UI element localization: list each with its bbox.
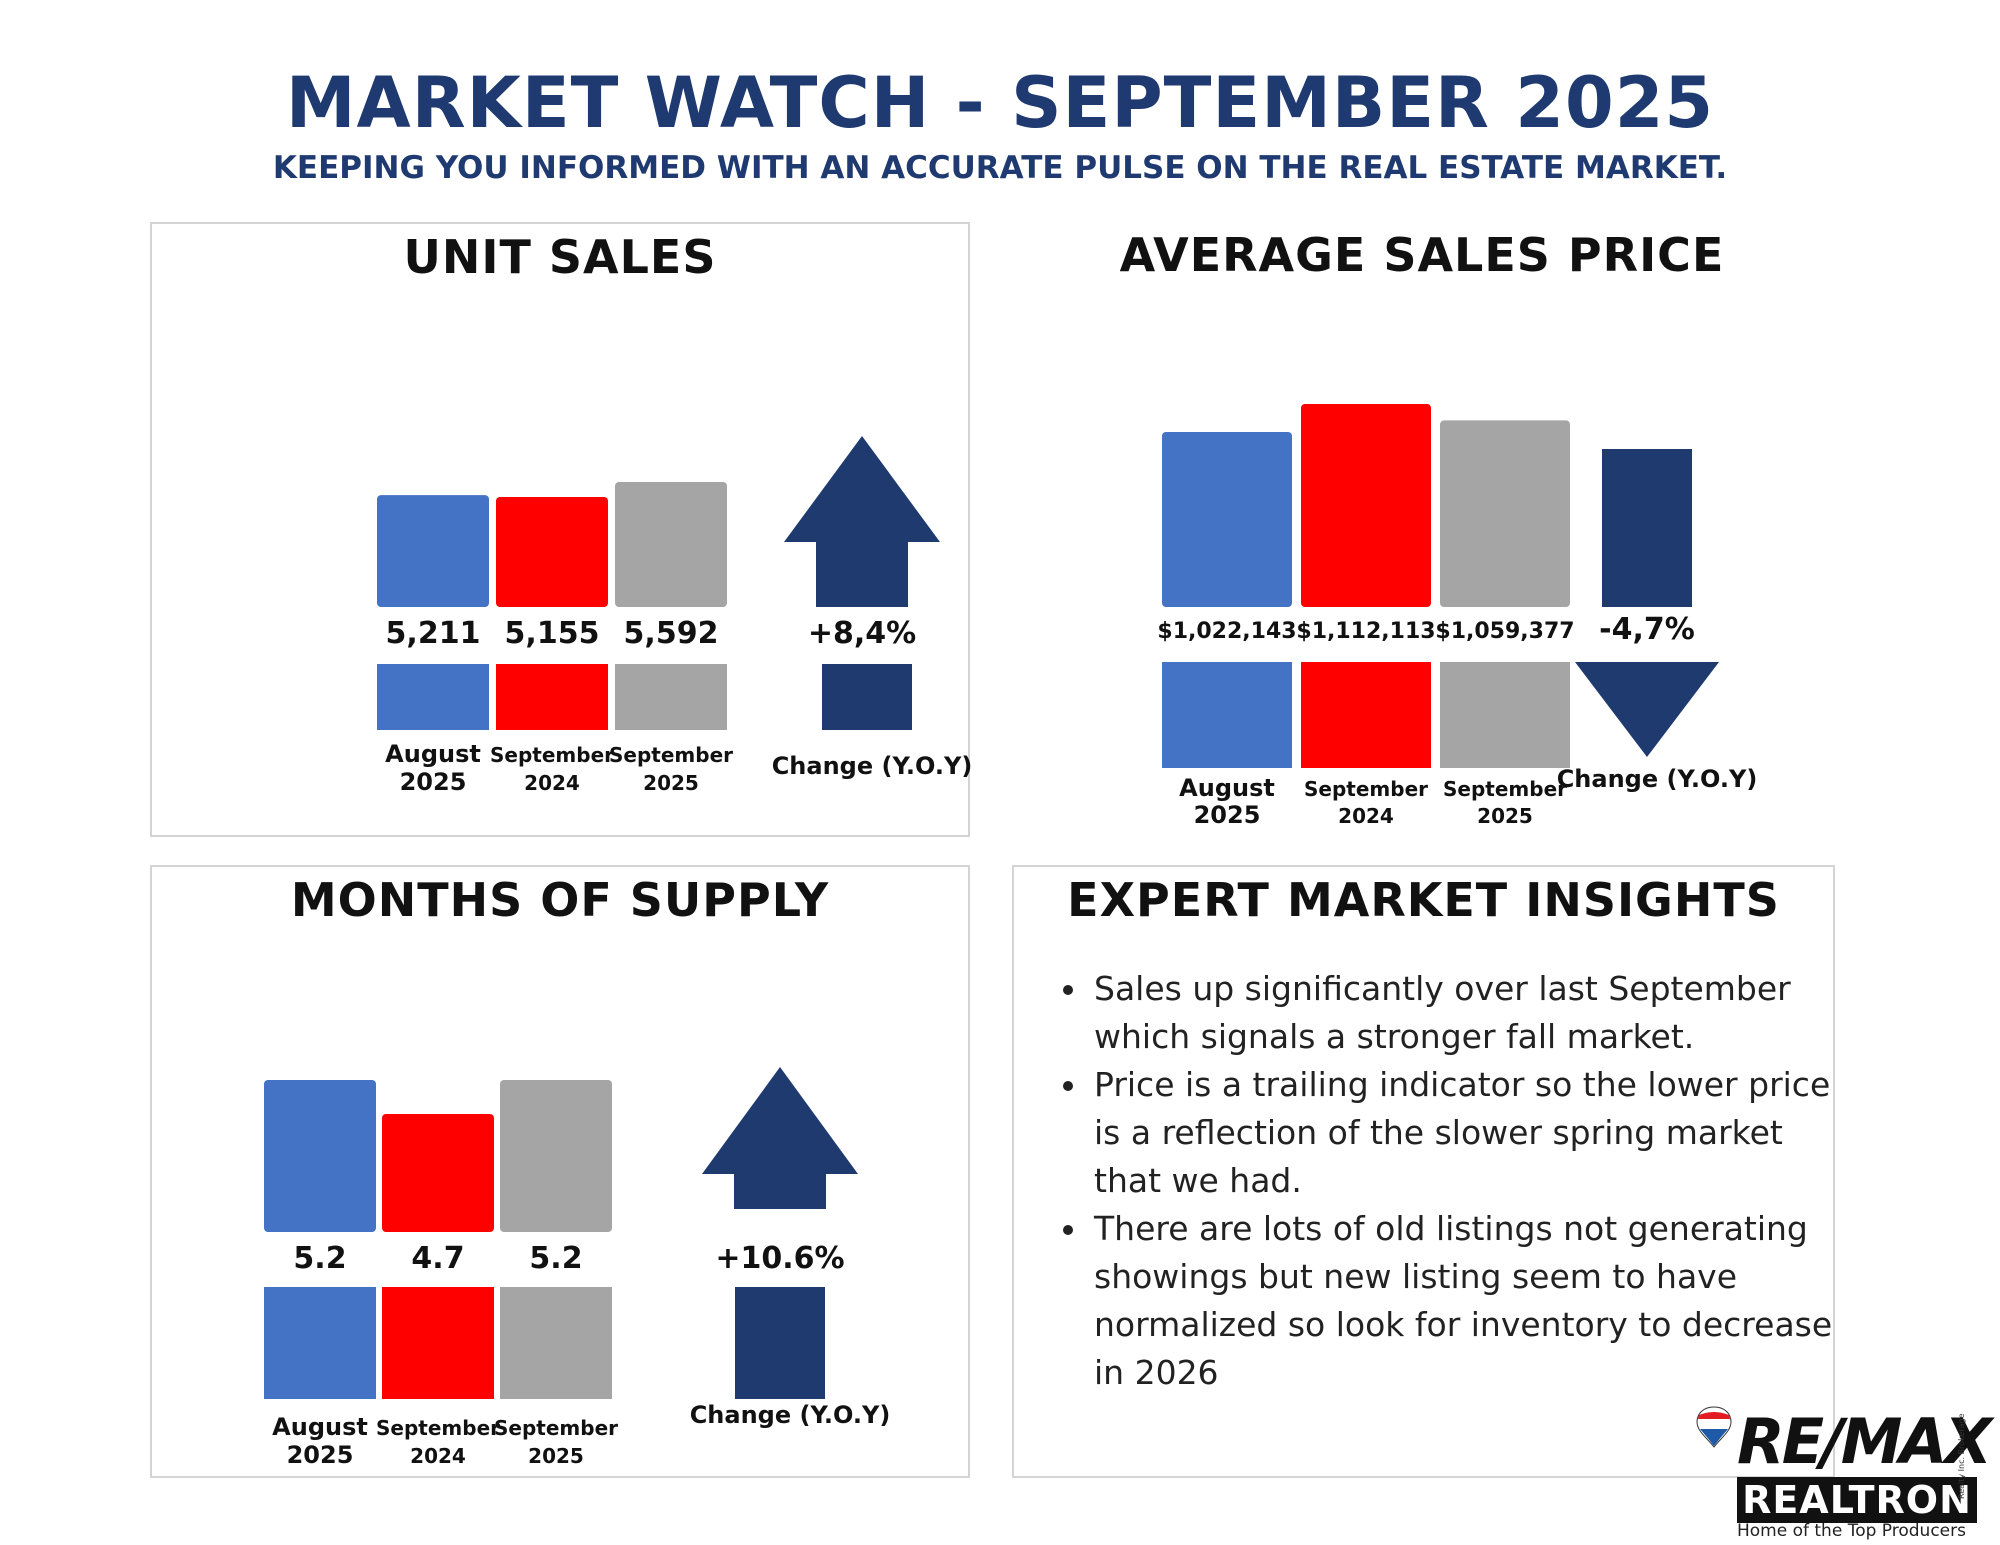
- category-label: September: [609, 743, 733, 767]
- insight-item: There are lots of old listings not gener…: [1090, 1205, 1850, 1397]
- category-label: 2025: [528, 1444, 584, 1468]
- data-label: 4.7: [411, 1241, 464, 1276]
- data-label: 5.2: [293, 1241, 346, 1276]
- bar: [496, 497, 608, 607]
- average-sales-price-chart: $1,022,143August2025$1,112,113September2…: [1157, 404, 1758, 829]
- bar: [264, 1080, 376, 1232]
- months-of-supply-chart: 5.2August20254.7September20245.2Septembe…: [264, 1067, 891, 1469]
- change-label: -4,7%: [1599, 612, 1695, 647]
- data-label: 5,592: [624, 616, 719, 651]
- bar-base: [377, 664, 489, 730]
- bar: [500, 1080, 612, 1232]
- category-label: 2024: [524, 771, 580, 795]
- data-label: 5,155: [505, 616, 600, 651]
- category-label: August: [385, 740, 481, 768]
- unit-sales-panel: UNIT SALES 5,211 August 2025 5,155 September…: [150, 222, 972, 837]
- realtron-name: REALTRON: [1742, 1478, 1972, 1522]
- arrow-stem: [1602, 449, 1692, 607]
- category-label: August: [272, 1413, 368, 1441]
- bar-base: [1301, 662, 1431, 768]
- category-label: August: [1179, 774, 1275, 802]
- average-sales-price-panel: AVERAGE SALES PRICE $1,022,143 August 2025…: [1012, 222, 1832, 837]
- bar-base: [1162, 662, 1292, 768]
- category-label: September: [1304, 777, 1428, 801]
- category-label: 2025: [1194, 801, 1261, 829]
- bar-base: [1440, 662, 1570, 768]
- page-subtitle: KEEPING YOU INFORMED WITH AN ACCURATE PU…: [272, 150, 1728, 186]
- category-label: 2025: [287, 1441, 354, 1469]
- category-label: 2025: [1477, 804, 1533, 828]
- realtron-badge: REALTRON: [1737, 1477, 1977, 1523]
- up-arrow-icon: [702, 1067, 858, 1209]
- insight-item: Price is a trailing indicator so the low…: [1090, 1061, 1850, 1205]
- category-label: September: [1443, 777, 1567, 801]
- insights-list: Sales up significantly over last Septemb…: [1054, 965, 1850, 1397]
- arrow-base: [735, 1287, 825, 1399]
- remax-wordmark: RE/MAX: [1737, 1405, 1992, 1478]
- average-sales-price-title: AVERAGE SALES PRICE: [1119, 228, 1725, 282]
- unit-sales-chart: 5,211August20255,155September20245,592Se…: [377, 436, 972, 796]
- category-label: September: [494, 1416, 618, 1440]
- change-caption: Change (Y.O.Y): [690, 1401, 891, 1429]
- bar: [1301, 404, 1431, 607]
- category-label: 2024: [410, 1444, 466, 1468]
- bar-base: [264, 1287, 376, 1399]
- insights-panel: EXPERT MARKET INSIGHTS Sales up signific…: [1012, 865, 1835, 1478]
- bar: [1440, 420, 1570, 607]
- bar: [615, 482, 727, 607]
- unit-sales-title: UNIT SALES: [403, 230, 717, 284]
- insights-title: EXPERT MARKET INSIGHTS: [1067, 873, 1780, 927]
- data-label: $1,059,377: [1435, 619, 1574, 644]
- data-label: $1,022,143: [1157, 619, 1296, 644]
- change-label: +8,4%: [808, 616, 916, 651]
- insight-item: Sales up significantly over last Septemb…: [1090, 965, 1850, 1061]
- logo-tagline: Home of the Top Producers: [1737, 1521, 1966, 1541]
- bar: [1162, 432, 1292, 607]
- page-title: MARKET WATCH - SEPTEMBER 2025: [285, 62, 1715, 144]
- bar-base: [500, 1287, 612, 1399]
- remax-realtron-logo: RE/MAX REALTRON Realty Inc. Brokerage Ho…: [1695, 1405, 1995, 1541]
- bar-base: [615, 664, 727, 730]
- change-label: +10.6%: [715, 1241, 844, 1276]
- bar: [377, 495, 489, 607]
- change-caption: Change (Y.O.Y): [1557, 765, 1758, 793]
- down-arrow-icon: [1575, 662, 1719, 757]
- balloon-icon: [1696, 1406, 1732, 1448]
- change-caption: Change (Y.O.Y): [772, 752, 972, 780]
- category-label: 2025: [400, 768, 467, 796]
- data-label: 5.2: [529, 1241, 582, 1276]
- realtron-side-text: Realty Inc. Brokerage: [1957, 1413, 1966, 1499]
- category-label: September: [376, 1416, 500, 1440]
- category-label: September: [490, 743, 614, 767]
- data-label: 5,211: [386, 616, 481, 651]
- category-label: 2025: [643, 771, 699, 795]
- arrow-base: [822, 664, 912, 730]
- months-of-supply-title: MONTHS OF SUPPLY: [290, 873, 830, 927]
- up-arrow-icon: [784, 436, 940, 607]
- bar: [382, 1114, 494, 1232]
- months-of-supply-panel: MONTHS OF SUPPLY 5.2 August 2025 4.7 Septemb…: [150, 865, 970, 1478]
- category-label: 2024: [1338, 804, 1394, 828]
- bar-base: [382, 1287, 494, 1399]
- data-label: $1,112,113: [1296, 619, 1435, 644]
- bar-base: [496, 664, 608, 730]
